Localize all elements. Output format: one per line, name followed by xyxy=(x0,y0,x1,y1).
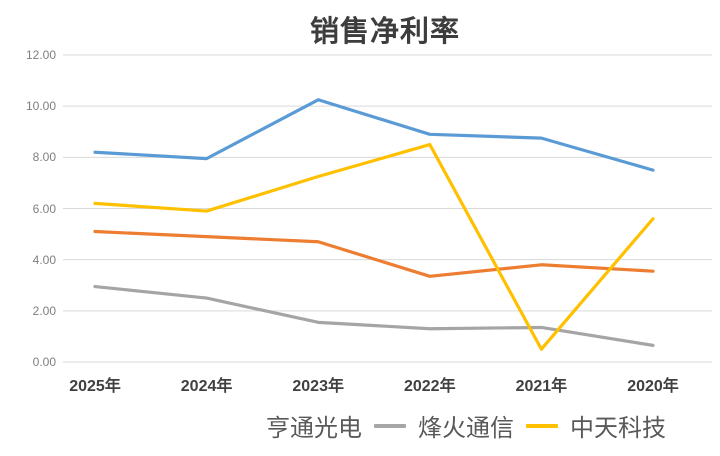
legend-marker-dash xyxy=(526,423,558,428)
legend-marker-dash xyxy=(374,423,406,428)
x-tick-label: 2023年 xyxy=(292,378,344,395)
y-tick-label: 8.00 xyxy=(32,150,56,165)
series-line-hengtong-guangdian xyxy=(93,98,655,172)
series-line-fenghuo-tongxin xyxy=(93,284,655,347)
series-line-zhongtian-keji xyxy=(93,142,655,351)
legend-label: 中天科技 xyxy=(570,416,666,442)
legend-label: 烽火通信 xyxy=(418,416,514,442)
y-tick-label: 0.00 xyxy=(32,355,56,369)
x-tick-label: 2024年 xyxy=(180,378,233,395)
x-tick-label: 2021年 xyxy=(515,378,568,395)
y-tick-label: 6.00 xyxy=(32,201,56,216)
legend-label: 亨通光电 xyxy=(266,416,362,442)
chart-title: 销售净利率 xyxy=(309,16,460,48)
legend: 亨通光电 烽火通信 中天科技 xyxy=(266,408,666,443)
y-tick-label: 4.00 xyxy=(32,252,56,267)
y-tick-label: 10.00 xyxy=(25,99,56,114)
x-tick-label: 2020年 xyxy=(627,378,679,395)
y-tick-label: 12.00 xyxy=(25,48,56,62)
x-tick-label: 2022年 xyxy=(403,378,456,395)
y-tick-label: 2.00 xyxy=(32,303,56,318)
x-tick-label: 2025年 xyxy=(69,378,121,395)
series-line-unlabeled-orange xyxy=(93,229,655,278)
